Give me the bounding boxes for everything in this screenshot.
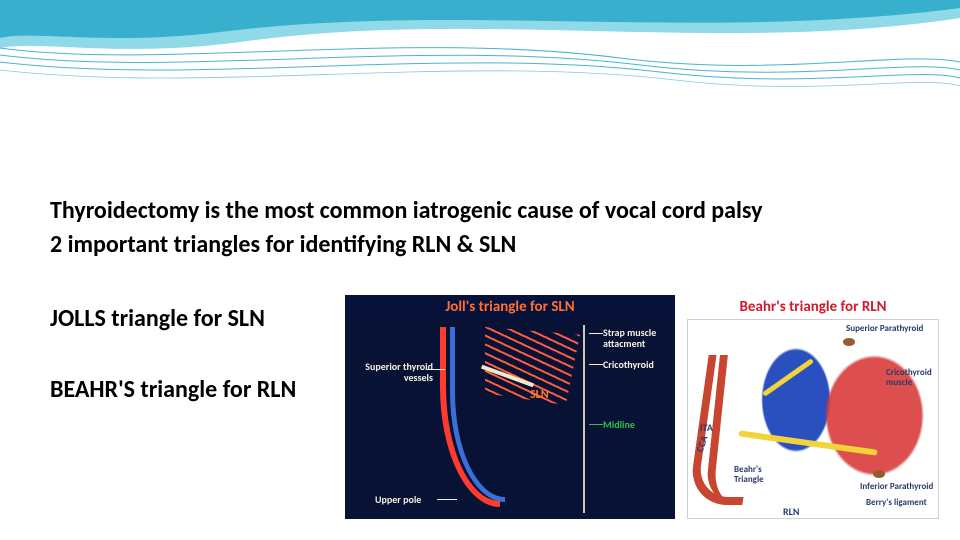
arrow-vessels xyxy=(427,369,445,370)
label-sln: SLN xyxy=(530,389,549,402)
body-line-1: Thyroidectomy is the most common iatroge… xyxy=(50,195,930,227)
figure-jolls-title: Joll's triangle for SLN xyxy=(345,295,675,319)
label-cricothyroid-muscle: Cricothyroidmuscle xyxy=(886,368,932,388)
figure-jolls: Joll's triangle for SLN Superior thyroid… xyxy=(345,295,675,519)
label-inferior-parathyroid: Inferior Parathyroid xyxy=(860,482,933,492)
jolls-midline-line xyxy=(583,325,585,513)
wave-decoration xyxy=(0,0,960,120)
label-strap-muscle: Strap muscleattacment xyxy=(603,327,673,349)
superior-parathyroid-dot xyxy=(843,338,855,346)
label-beahrs-triangle: Beahr'sTriangle xyxy=(734,465,764,485)
arrow-crico xyxy=(589,364,603,365)
body-line-2: 2 important triangles for identifying RL… xyxy=(50,229,930,261)
label-berrys-ligament: Berry's ligament xyxy=(866,498,927,508)
inferior-parathyroid-dot xyxy=(873,470,885,478)
arrow-upperpole xyxy=(437,499,457,500)
label-superior-thyroid-vessels: Superior thyroidvessels xyxy=(351,361,433,383)
figure-beahr: Beahr's triangle for RLN Superior Parath… xyxy=(687,295,939,519)
label-midline: Midline xyxy=(603,419,635,430)
arrow-midline xyxy=(589,424,603,425)
label-ita: ITA xyxy=(700,422,713,433)
label-cricothyroid: Cricothyroid xyxy=(603,359,654,370)
label-rln: RLN xyxy=(783,506,799,517)
label-superior-parathyroid: Superior Parathyroid xyxy=(846,324,923,334)
figure-beahr-title: Beahr's triangle for RLN xyxy=(687,295,939,319)
figures-row: Joll's triangle for SLN Superior thyroid… xyxy=(345,295,939,519)
figure-beahr-body: Superior Parathyroid Cricothyroidmuscle … xyxy=(687,319,939,519)
figure-jolls-body: Superior thyroidvessels Strap muscleatta… xyxy=(345,319,675,519)
label-upper-pole: Upper pole xyxy=(375,494,421,505)
jolls-vessels xyxy=(440,327,560,507)
beahr-thyroid-lobe xyxy=(803,328,933,503)
arrow-strap xyxy=(589,333,603,334)
jolls-vein xyxy=(450,327,505,502)
